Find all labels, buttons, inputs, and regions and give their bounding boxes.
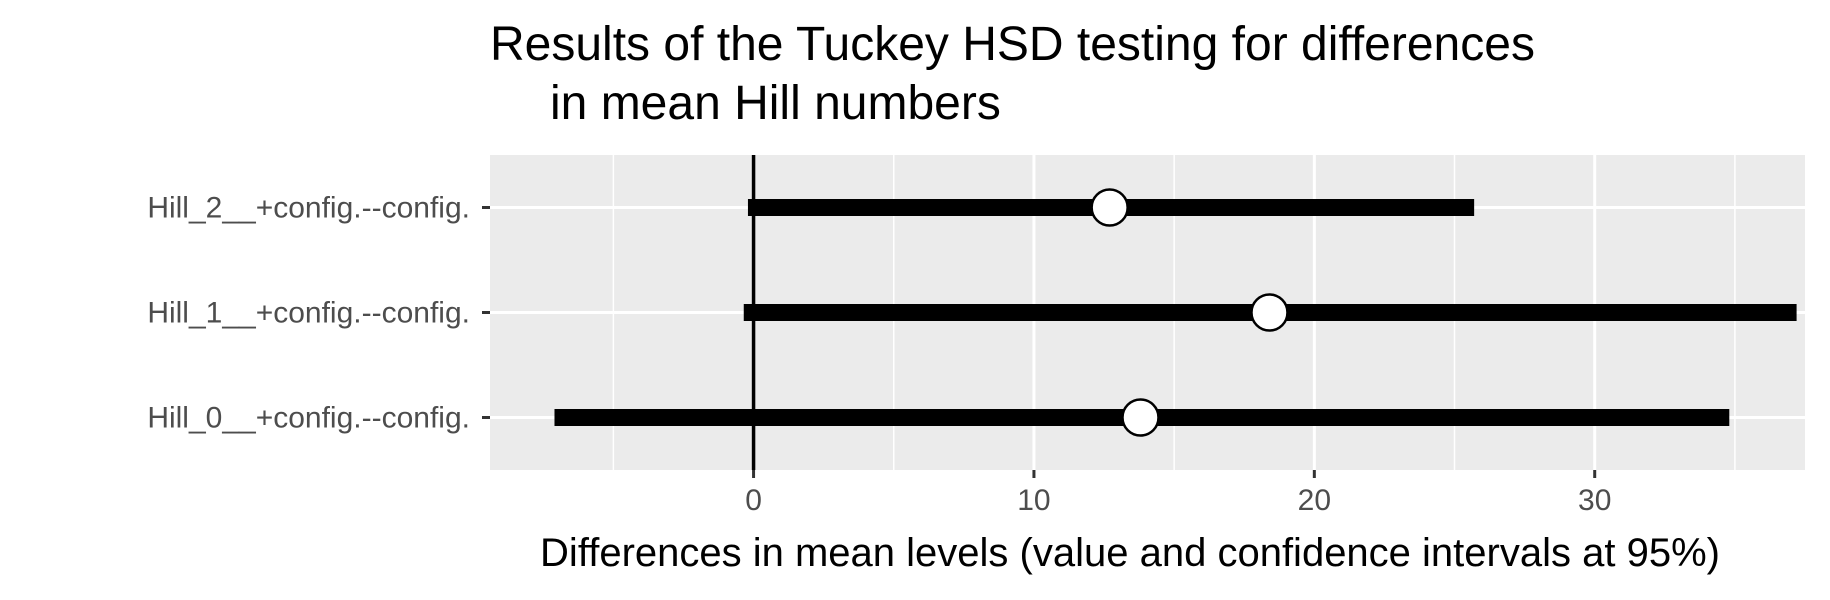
x-tick-label: 10 xyxy=(1017,484,1050,517)
plot-area: 0 10 20 30 Hill_2__+config.--config. Hill_1__… xyxy=(147,155,1805,517)
x-tick-label: 30 xyxy=(1578,484,1611,517)
estimate-point xyxy=(1090,188,1129,227)
estimate-point xyxy=(1121,398,1160,437)
x-tick-label: 0 xyxy=(745,484,762,517)
category-label: Hill_2__+config.--config. xyxy=(147,192,470,225)
category-label: Hill_0__+config.--config. xyxy=(147,402,470,435)
estimate-point xyxy=(1250,293,1289,332)
category-label: Hill_1__+config.--config. xyxy=(147,297,470,330)
chart-title-line-2: in mean Hill numbers xyxy=(550,77,1001,130)
x-tick-label: 20 xyxy=(1298,484,1331,517)
chart-title-line-1: Results of the Tuckey HSD testing for di… xyxy=(490,18,1535,71)
x-axis-title: Differences in mean levels (value and co… xyxy=(540,531,1720,575)
